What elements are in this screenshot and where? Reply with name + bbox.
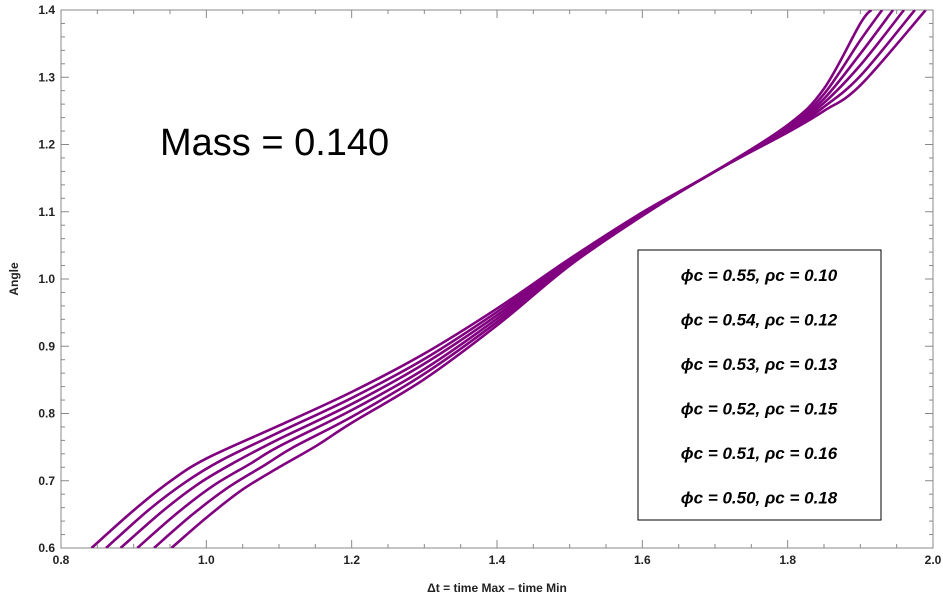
series-line-2 [105, 10, 884, 548]
x-axis-label: Δt = time Max – time Min [427, 581, 567, 595]
plot-lines [90, 10, 927, 548]
x-tick-label: 1.8 [779, 553, 796, 567]
y-tick-label: 1.0 [38, 272, 55, 286]
y-tick-label: 0.8 [38, 407, 55, 421]
x-tick-label: 1.2 [343, 553, 360, 567]
x-tick-label: 2.0 [925, 553, 942, 567]
y-tick-label: 0.6 [38, 541, 55, 555]
series-line-3 [119, 10, 895, 548]
y-tick-label: 0.9 [38, 339, 55, 353]
legend-entry: ϕc = 0.50, ρc = 0.18 [681, 489, 838, 508]
y-tick-label: 1.1 [38, 205, 55, 219]
legend-entry: ϕc = 0.53, ρc = 0.13 [681, 355, 838, 374]
y-axis-label: Angle [7, 262, 21, 296]
y-axis: 0.6 0.7 0.8 0.9 1.0 1.1 1.2 1.3 1.4 [38, 3, 933, 555]
series-line-4 [136, 10, 905, 548]
y-tick-label: 1.2 [38, 138, 55, 152]
x-tick-label: 1.6 [634, 553, 651, 567]
y-tick-label: 0.7 [38, 474, 55, 488]
series-line-6 [170, 10, 927, 548]
y-tick-label: 1.3 [38, 70, 55, 84]
legend-entry: ϕc = 0.55, ρc = 0.10 [681, 266, 838, 285]
legend-box [637, 249, 882, 521]
legend-entry: ϕc = 0.54, ρc = 0.12 [681, 311, 838, 330]
x-tick-label: 1.0 [198, 553, 215, 567]
y-tick-label: 1.4 [38, 3, 55, 17]
legend-entry: ϕc = 0.51, ρc = 0.16 [681, 444, 838, 463]
series-line-1 [90, 10, 873, 548]
mass-annotation: Mass = 0.140 [160, 122, 389, 164]
x-axis: 0.8 1.0 1.2 1.4 1.6 1.8 2.0 [53, 10, 942, 567]
x-tick-label: 1.4 [489, 553, 506, 567]
legend: ϕc = 0.55, ρc = 0.10 ϕc = 0.54, ρc = 0.12… [681, 266, 838, 508]
legend-entry: ϕc = 0.52, ρc = 0.15 [681, 400, 838, 419]
x-tick-label: 0.8 [53, 553, 70, 567]
series-line-5 [153, 10, 916, 548]
